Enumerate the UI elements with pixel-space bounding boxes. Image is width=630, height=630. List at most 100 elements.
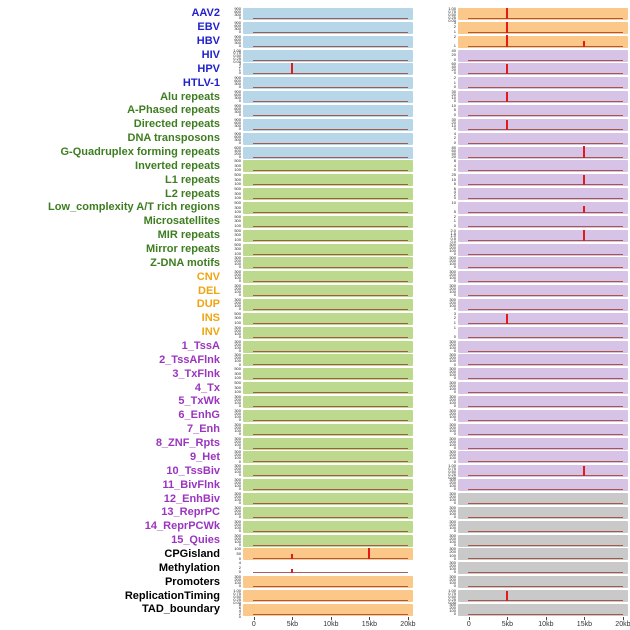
y-tick-label: 100	[449, 483, 456, 489]
track-panel	[243, 409, 413, 422]
y-axis-ticks: 1.00 0.75 0.50 0.25 0.00	[443, 464, 458, 480]
track-label: HPV	[197, 62, 220, 75]
y-axis-ticks: 600 400 200 0	[228, 145, 243, 159]
axis-side: 0 5kb 10kb 15kb 20kb	[443, 616, 630, 630]
track-side-right: 25 15 5	[443, 173, 628, 187]
track-panel	[458, 562, 628, 575]
signal-baseline	[468, 544, 623, 546]
column-gap	[413, 512, 443, 513]
signal-baseline	[253, 503, 408, 504]
y-axis-ticks: 300 200 100 0	[443, 477, 458, 491]
column-gap	[413, 540, 443, 541]
track-side-left: 900 600 300 0	[228, 90, 413, 104]
signal-baseline	[468, 392, 623, 394]
track-row: Mirror repeats 500 300 100 300 200 100 0	[0, 242, 630, 257]
x-tick-mark	[407, 616, 409, 620]
x-tick-mark	[330, 616, 332, 620]
track-panel	[243, 118, 413, 131]
column-gap	[413, 526, 443, 527]
y-tick-label: 200	[449, 410, 456, 416]
column-gap	[413, 443, 443, 444]
track-label: HTLV-1	[182, 76, 220, 89]
signal-baseline	[253, 392, 408, 394]
track-side-left: 500 300 100	[228, 159, 413, 173]
y-tick-label: 0	[238, 333, 241, 339]
y-axis-ticks: 300 200 100 0	[228, 408, 243, 422]
signal-baseline	[468, 586, 623, 588]
signal-baseline	[468, 350, 623, 352]
column-gap	[413, 41, 443, 42]
y-axis-ticks: 300 200 100 0	[228, 464, 243, 477]
signal-baseline	[253, 211, 408, 213]
y-tick-label: 300	[449, 283, 456, 289]
track-side-right: 300 200 100 0	[443, 298, 628, 312]
track-side-right: 300 200 100 0	[443, 339, 628, 354]
y-tick-label: 300	[449, 393, 456, 399]
track-panel	[243, 423, 413, 436]
track-row: 12_EnhBiv 300 200 100 0 300 200 100 0	[0, 492, 630, 506]
y-axis-ticks: 300 200 100 0	[443, 296, 458, 311]
x-axis: 0 5kb 10kb 15kb 20kb	[458, 616, 630, 630]
signal-baseline	[253, 267, 408, 269]
track-row: 15_Quies 300 200 100 0 300 200 100 0	[0, 532, 630, 548]
y-tick-label: 300	[449, 477, 456, 483]
y-tick-label: 20	[451, 67, 456, 73]
y-tick-label: 1.5	[450, 230, 456, 236]
y-axis-ticks: 300 200 100 0	[228, 505, 243, 519]
y-tick-label: 200	[449, 424, 456, 430]
signal-baseline	[253, 322, 408, 324]
y-tick-label: 0	[453, 333, 456, 339]
y-tick-label: 300	[449, 255, 456, 261]
y-axis-ticks: 300 200 100 0	[228, 575, 243, 588]
y-tick-label: 200	[234, 424, 241, 430]
track-row: 7_Enh 300 200 100 0 300 200 100 0	[0, 422, 630, 437]
track-panel	[458, 354, 628, 367]
track-panel	[458, 243, 628, 256]
track-side-left: 900 600 300 0	[228, 34, 413, 49]
y-tick-label: 300	[449, 504, 456, 510]
signal-baseline	[253, 170, 408, 172]
y-tick-label: 100	[234, 510, 241, 516]
track-side-right: 300 200 100 0	[443, 547, 628, 562]
track-panel	[243, 243, 413, 256]
y-tick-label: 200	[449, 563, 456, 569]
y-tick-label: 1	[453, 42, 456, 48]
track-panel	[243, 382, 413, 395]
y-tick-label: 2	[453, 33, 456, 39]
signal-baseline	[468, 600, 623, 602]
y-tick-label: 0	[453, 541, 456, 547]
track-panel	[458, 395, 628, 408]
y-tick-label: 200	[234, 355, 241, 361]
y-tick-label: 2	[453, 75, 456, 81]
track-panel	[458, 382, 628, 395]
signal-peak	[506, 313, 509, 324]
y-tick-label: 0	[238, 613, 241, 619]
y-axis-ticks: 300 200 100 0	[443, 283, 458, 297]
y-axis-ticks: 500 300 100	[228, 159, 243, 172]
track-side-right: 1.00 0.75 0.50 0.25 0.00	[443, 589, 628, 604]
y-tick-label: 300	[449, 532, 456, 538]
y-tick-label: 300	[234, 176, 241, 182]
y-tick-label: 4	[238, 607, 241, 613]
track-panel	[243, 215, 413, 228]
column-gap	[413, 554, 443, 555]
y-tick-label: 100	[449, 538, 456, 544]
track-row: MIR repeats 500 300 100 2.0 1.5 1.0 0.5 0.0	[0, 227, 630, 244]
track-panel	[458, 465, 628, 478]
y-axis-ticks: 300 200 100 0	[443, 408, 458, 422]
y-tick-label: 0.75	[448, 466, 456, 472]
y-tick-label: 100	[234, 413, 241, 419]
y-axis-ticks: 500 300 100	[228, 201, 243, 214]
signal-baseline	[468, 308, 623, 310]
y-tick-label: 60	[451, 147, 456, 153]
y-tick-label: 300	[449, 296, 456, 302]
y-tick-label: 200	[234, 480, 241, 486]
signal-baseline	[468, 31, 623, 33]
track-panel	[458, 576, 628, 589]
y-tick-label: 1.00	[233, 588, 241, 594]
y-tick-label: 500	[234, 227, 241, 233]
y-tick-label: 600	[234, 92, 241, 98]
y-axis-ticks: 300 200 100 0	[443, 450, 458, 463]
